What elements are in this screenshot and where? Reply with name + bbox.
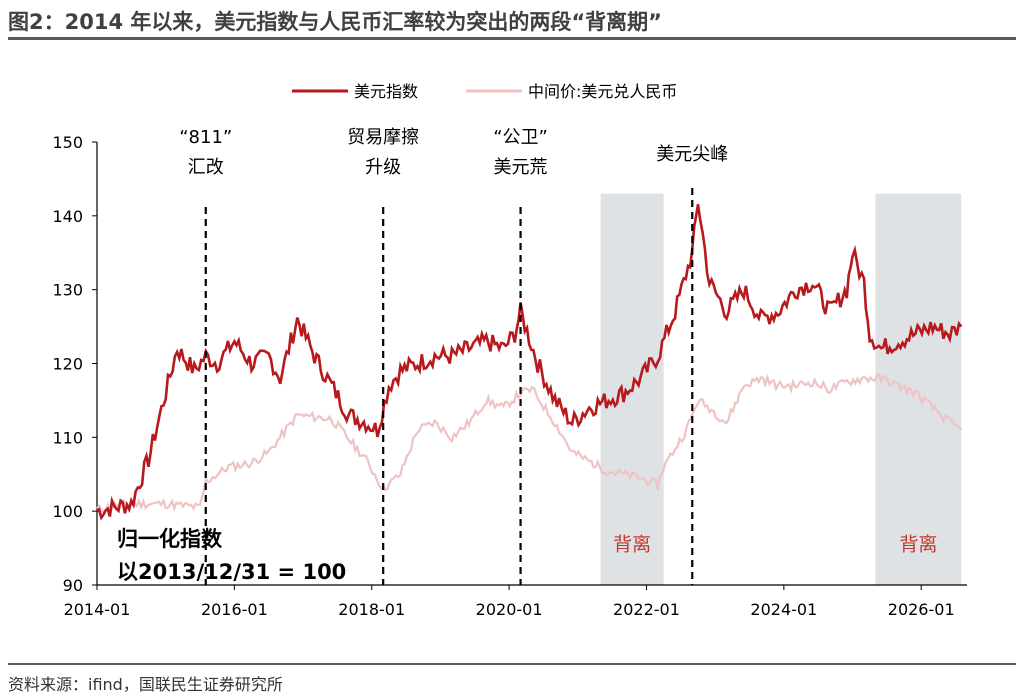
y-tick-label: 90 <box>63 576 83 595</box>
footer-divider <box>8 663 1016 665</box>
y-tick-label: 140 <box>52 207 83 226</box>
x-tick-label: 2020-01 <box>476 600 543 619</box>
divergence-period-label: 背离 <box>899 533 937 555</box>
x-tick-label: 2022-01 <box>613 600 680 619</box>
event-label: “811” <box>179 127 232 148</box>
event-label: 汇改 <box>188 157 224 178</box>
chart-title: 图2：2014 年以来，美元指数与人民币汇率较为突出的两段“背离期” <box>8 10 662 34</box>
legend-label-cny-midpoint: 中间价:美元兑人民币 <box>528 82 677 101</box>
y-tick-label: 130 <box>52 281 83 300</box>
normalization-base-note: 以2013/12/31 = 100 <box>117 560 346 584</box>
series-line-cny-midpoint <box>96 372 963 514</box>
event-label: 美元尖峰 <box>656 144 728 165</box>
y-tick-label: 100 <box>52 502 83 521</box>
legend-label-dollar-index: 美元指数 <box>354 82 418 101</box>
event-label: 贸易摩擦 <box>347 127 419 148</box>
x-tick-label: 2016-01 <box>201 600 268 619</box>
source-note: 资料来源：ifind，国联民生证券研究所 <box>8 675 283 694</box>
normalization-note: 归一化指数 <box>117 527 223 551</box>
x-tick-label: 2024-01 <box>750 600 817 619</box>
series-line-dollar-index <box>96 204 963 521</box>
event-label: 美元荒 <box>494 157 548 178</box>
divergence-period-label: 背离 <box>613 533 651 555</box>
x-tick-label: 2026-01 <box>888 600 955 619</box>
title-divider <box>8 37 1016 40</box>
x-tick-label: 2018-01 <box>338 600 405 619</box>
y-tick-label: 120 <box>52 355 83 374</box>
event-label: 升级 <box>365 157 401 178</box>
event-label: “公卫” <box>493 127 548 148</box>
x-tick-label: 2014-01 <box>64 600 131 619</box>
chart-svg: 背离 背离 90 100 110 120 130 140 150 2014-01 2016-01 20… <box>52 82 967 619</box>
y-tick-label: 150 <box>52 133 83 152</box>
divergence-period-shade <box>875 193 962 585</box>
y-tick-label: 110 <box>52 428 83 447</box>
